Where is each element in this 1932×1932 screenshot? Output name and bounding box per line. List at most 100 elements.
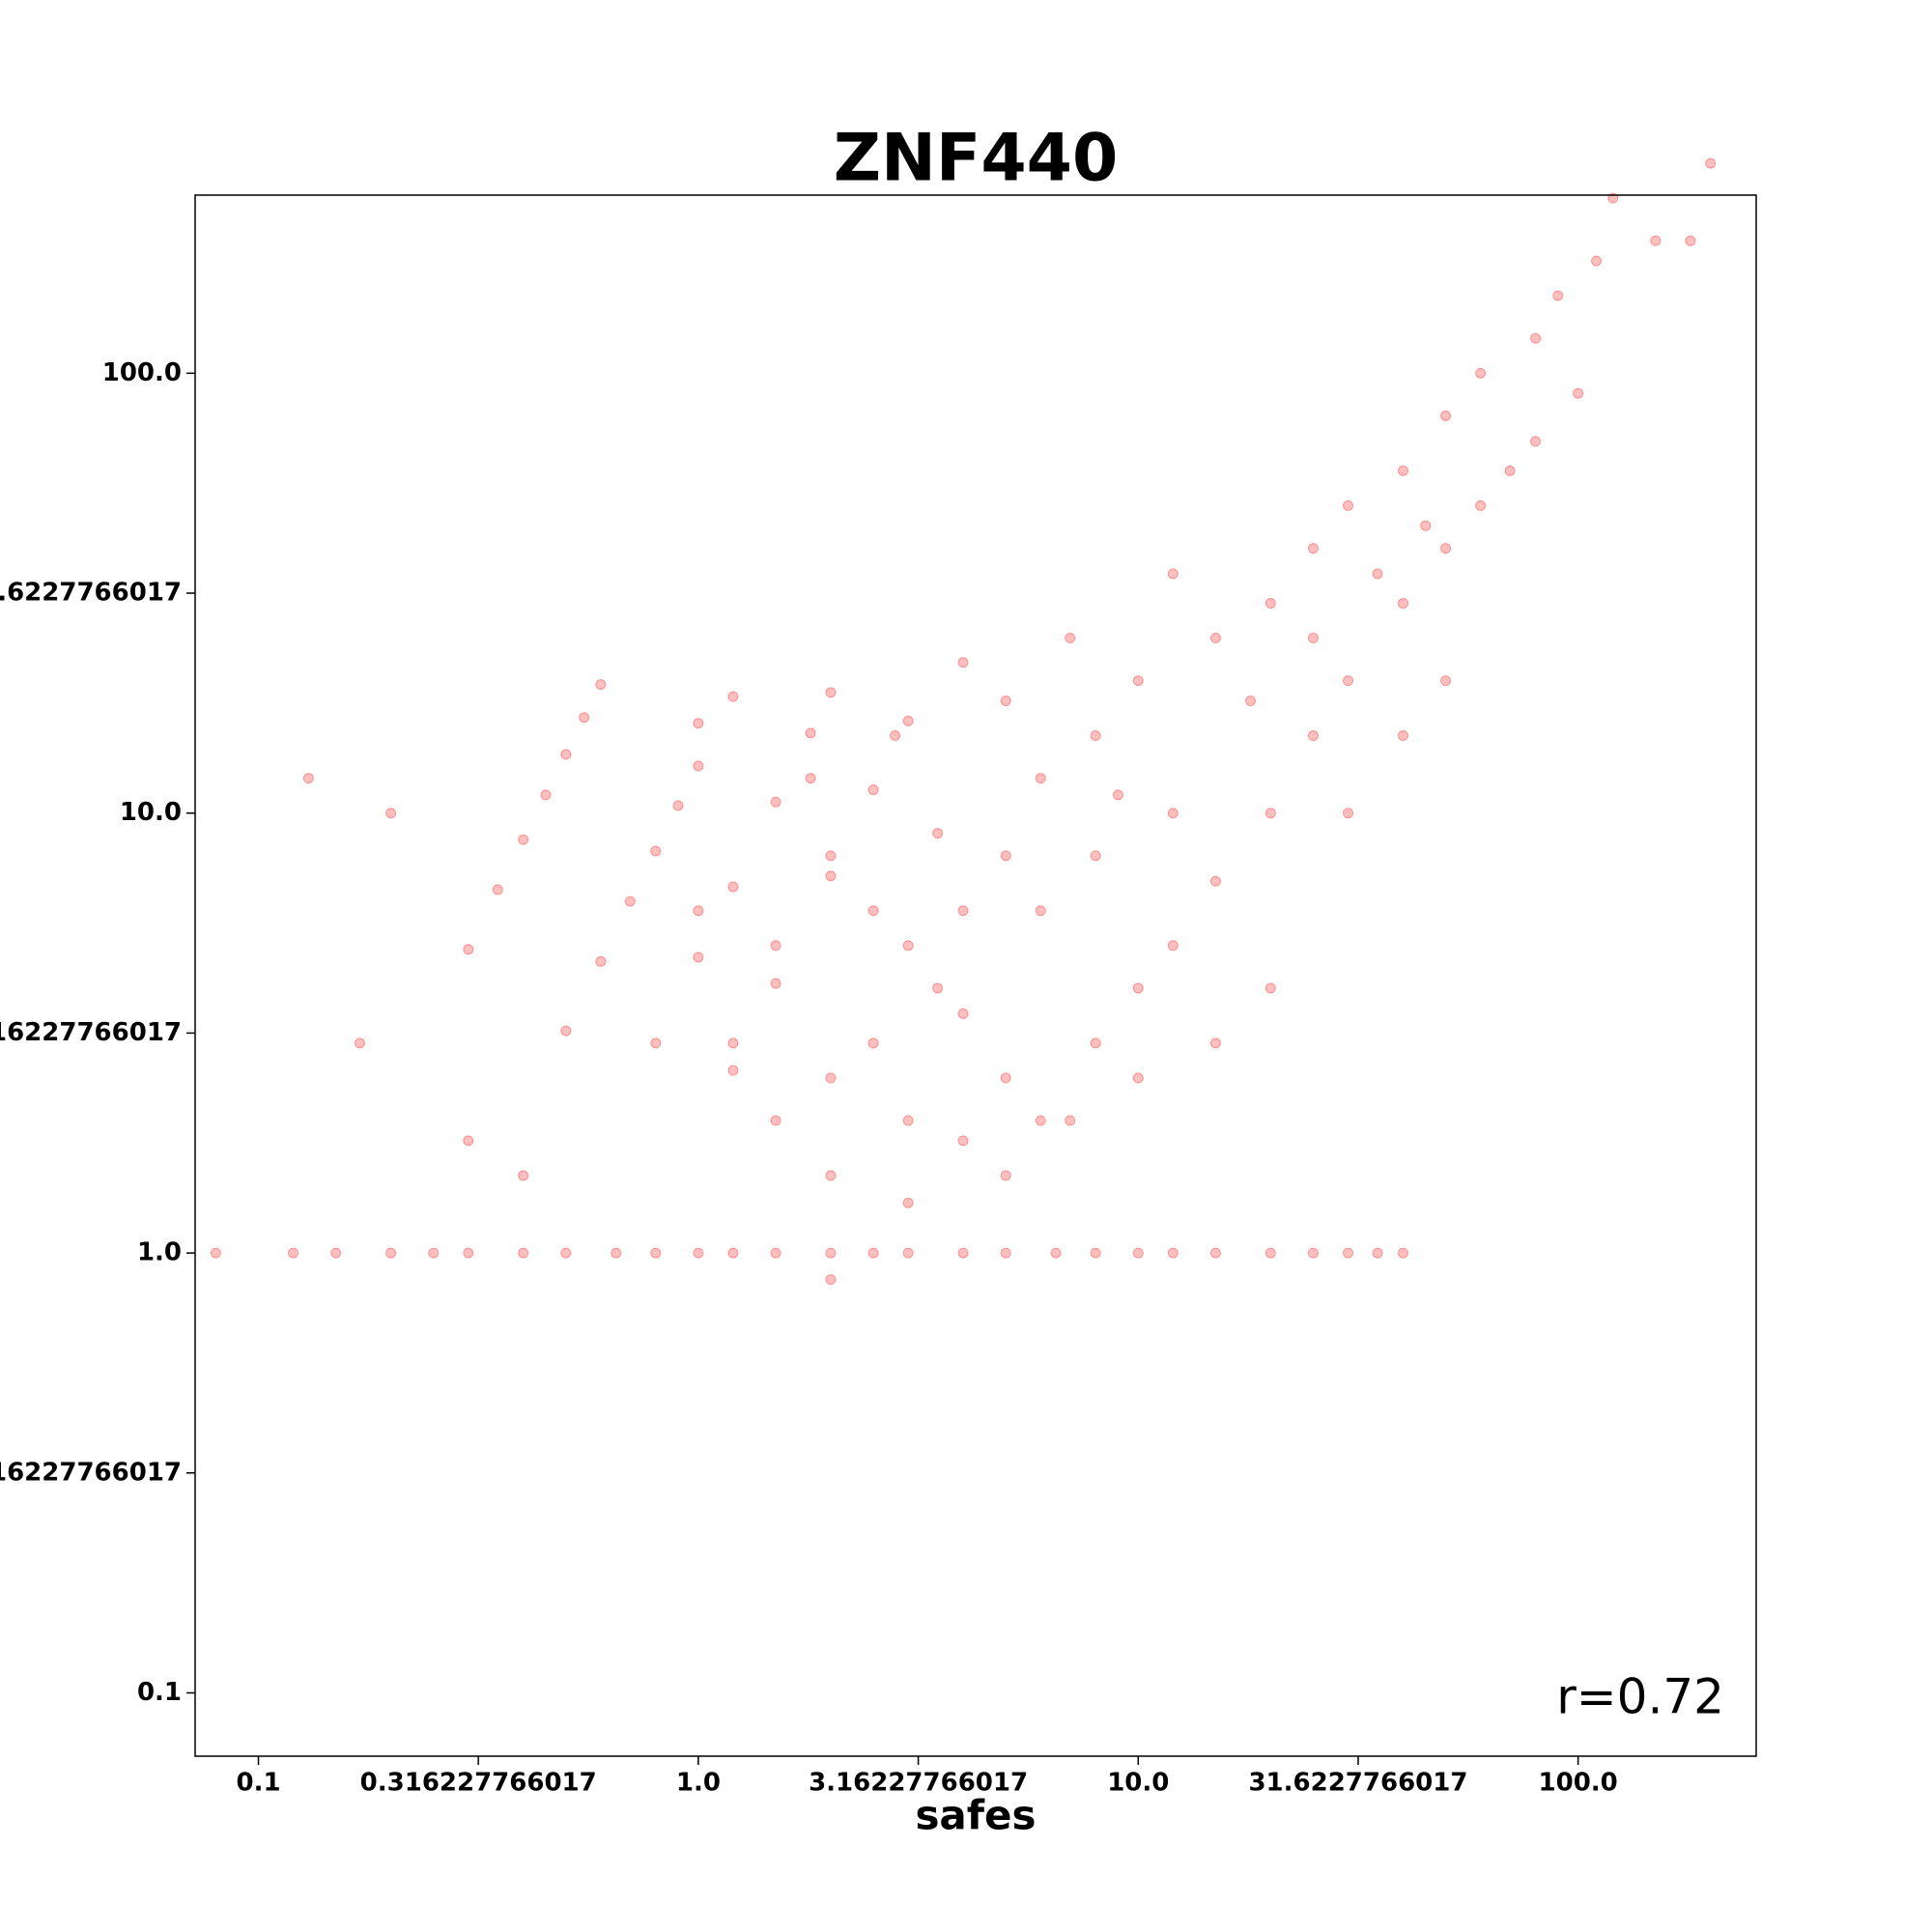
point [1050, 1247, 1062, 1259]
point [1264, 982, 1276, 994]
x-tick-label: 10.0 [1107, 1769, 1169, 1798]
point [770, 940, 781, 952]
point [1372, 1247, 1383, 1259]
y-tick-label: 31.6227766017 [0, 579, 182, 608]
point [385, 1247, 397, 1259]
point [1065, 633, 1076, 644]
point [1209, 633, 1221, 644]
x-tick-label: 31.6227766017 [1248, 1769, 1467, 1798]
point [1420, 520, 1432, 531]
chart-title: ZNF440 [834, 121, 1119, 197]
point [902, 1247, 914, 1259]
point [1132, 982, 1144, 994]
point [1397, 1247, 1408, 1259]
point [957, 657, 969, 668]
point [611, 1247, 622, 1259]
point [1343, 808, 1354, 819]
point [595, 955, 607, 967]
point [902, 715, 914, 726]
x-axis-label: safes [915, 1792, 1036, 1839]
point [1590, 255, 1602, 267]
point [1397, 465, 1408, 476]
point [1372, 568, 1383, 580]
point [518, 1247, 529, 1259]
point [1000, 1247, 1011, 1259]
point [1167, 940, 1179, 952]
point [693, 905, 704, 917]
point [1397, 597, 1408, 609]
point [624, 895, 636, 907]
point [825, 870, 837, 882]
point [867, 905, 879, 917]
point [330, 1247, 342, 1259]
point [1090, 850, 1101, 862]
annotation: r=0.72 [1556, 1669, 1724, 1725]
point [1035, 905, 1046, 917]
point [1167, 808, 1179, 819]
plot-frame [194, 194, 1757, 1757]
point [1504, 465, 1516, 476]
point [805, 773, 816, 784]
point [1167, 1247, 1179, 1259]
point [957, 1135, 969, 1147]
point [770, 796, 781, 808]
point [540, 789, 552, 801]
point [1000, 850, 1011, 862]
point [770, 1247, 781, 1259]
point [1167, 568, 1179, 580]
point [463, 1135, 474, 1147]
point [1090, 730, 1101, 742]
point [560, 1025, 572, 1037]
point [1685, 235, 1696, 246]
point [932, 982, 944, 994]
point [1264, 808, 1276, 819]
point [1000, 695, 1011, 706]
point [1440, 410, 1452, 421]
point [492, 884, 503, 895]
point [770, 1115, 781, 1126]
y-tick-label: 10.0 [120, 798, 182, 827]
x-tick-label: 100.0 [1539, 1769, 1618, 1798]
point [770, 978, 781, 989]
point [693, 718, 704, 729]
point [1132, 1072, 1144, 1084]
point [1132, 675, 1144, 687]
point [1209, 1247, 1221, 1259]
point [1132, 1247, 1144, 1259]
point [902, 1115, 914, 1126]
point [1035, 1115, 1046, 1126]
y-tick-label: 0.316227766017 [0, 1458, 182, 1487]
point [650, 1037, 662, 1049]
point [825, 1170, 837, 1181]
point [1705, 157, 1717, 169]
point [890, 730, 901, 742]
point [957, 905, 969, 917]
point [463, 1247, 474, 1259]
point [1090, 1247, 1101, 1259]
point [693, 760, 704, 772]
point [727, 1037, 739, 1049]
y-tick-label: 1.0 [137, 1238, 182, 1267]
point [579, 712, 590, 724]
point [902, 940, 914, 952]
point [1264, 1247, 1276, 1259]
point [1000, 1072, 1011, 1084]
point [825, 850, 837, 862]
point [560, 1247, 572, 1259]
point [1035, 773, 1046, 784]
point [1307, 543, 1319, 554]
point [1000, 1170, 1011, 1181]
x-tick-label: 0.316227766017 [360, 1769, 597, 1798]
point [902, 1197, 914, 1208]
point [1209, 875, 1221, 887]
y-tick-label: 3.16227766017 [0, 1018, 182, 1047]
point [867, 784, 879, 796]
point [385, 808, 397, 819]
x-tick-label: 3.16227766017 [809, 1769, 1028, 1798]
point [727, 691, 739, 702]
point [1065, 1115, 1076, 1126]
point [867, 1037, 879, 1049]
point [428, 1247, 440, 1259]
